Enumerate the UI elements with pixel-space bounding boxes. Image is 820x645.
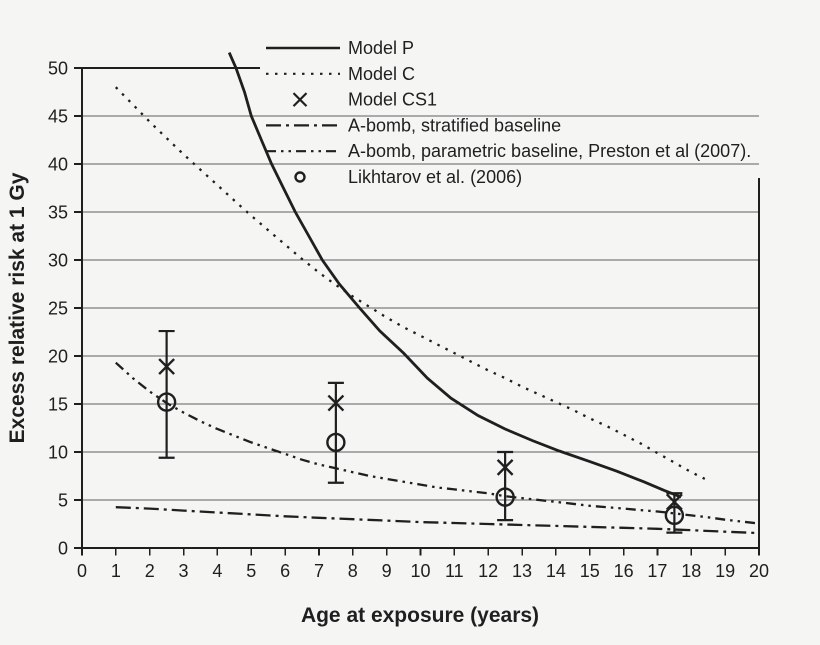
- y-tick-label: 25: [48, 299, 68, 319]
- x-tick-label: 9: [382, 561, 392, 581]
- legend-circle-sample: [294, 171, 306, 183]
- y-axis-title: Excess relative risk at 1 Gy: [6, 172, 29, 443]
- series-line-abomb_stratified: [115, 506, 760, 535]
- x-tick-label: 7: [314, 561, 324, 581]
- y-tick-label: 30: [48, 251, 68, 271]
- x-tick-label: 14: [546, 561, 566, 581]
- x-tick-label: 15: [580, 561, 600, 581]
- x-tick-label: 10: [410, 561, 430, 581]
- circle-marker: [495, 487, 515, 507]
- circle-marker: [664, 505, 685, 526]
- x-tick-label: 19: [715, 561, 735, 581]
- error-bar-x-12.5: [497, 450, 514, 522]
- series-line-model_p: [227, 52, 682, 499]
- x-tick-labels: 0 1 2 3 4 5 6 7 8 9 10 11 12 13 14 15 16 17 18 19 20: [77, 561, 769, 581]
- gridlines: [82, 115, 759, 501]
- series-line-abomb_parametric: [115, 361, 760, 525]
- legend-row-likhtarov: Likhtarov et al. (2006): [294, 167, 522, 187]
- legend-label-model_p: Model P: [348, 38, 414, 58]
- x-tick-label: 13: [512, 561, 532, 581]
- error-bars: [158, 329, 683, 534]
- x-tick-label: 12: [478, 561, 498, 581]
- x-tick-label: 2: [145, 561, 155, 581]
- axis-ticks: [74, 67, 760, 556]
- legend-row-model_cs1: Model CS1: [292, 90, 437, 110]
- y-tick-label: 5: [58, 491, 68, 511]
- y-tick-label: 10: [48, 443, 68, 463]
- series-markers-model_cs1: [158, 358, 683, 511]
- x-tick-label: 1: [111, 561, 121, 581]
- legend-label-likhtarov: Likhtarov et al. (2006): [348, 167, 522, 187]
- x-tick-label: 6: [280, 561, 290, 581]
- x-tick-label: 0: [77, 561, 87, 581]
- series-lines: [114, 52, 760, 535]
- x-tick-label: 5: [246, 561, 256, 581]
- series-line-model_c: [114, 86, 706, 480]
- y-tick-label: 0: [58, 539, 68, 559]
- y-tick-labels: 0 5 10 15 20 25 30 35 40 45 50: [48, 59, 68, 559]
- legend-row-abomb_stratified: A-bomb, stratified baseline: [266, 115, 561, 135]
- y-tick-label: 50: [48, 59, 68, 79]
- y-tick-label: 15: [48, 395, 68, 415]
- legend-row-model_c: Model C: [266, 64, 415, 84]
- y-tick-label: 40: [48, 155, 68, 175]
- legend-row-model_p: Model P: [266, 38, 414, 58]
- x-tick-label: 18: [681, 561, 701, 581]
- error-bar-x-17.5: [666, 492, 683, 534]
- series-markers: [156, 358, 685, 526]
- circle-marker: [156, 392, 177, 412]
- y-tick-label: 45: [48, 107, 68, 127]
- legend-label-model_cs1: Model CS1: [348, 90, 437, 110]
- x-tick-label: 11: [445, 561, 464, 581]
- legend-label-abomb_stratified: A-bomb, stratified baseline: [348, 115, 561, 135]
- x-tick-label: 17: [647, 561, 667, 581]
- x-tick-label: 3: [179, 561, 189, 581]
- x-tick-label: 16: [614, 561, 634, 581]
- x-tick-label: 20: [749, 561, 769, 581]
- y-tick-label: 35: [48, 203, 68, 223]
- legend: Model P Model C Model CS1 A-bomb, stratifie…: [266, 38, 751, 187]
- legend-label-abomb_parametric: A-bomb, parametric baseline, Preston et …: [348, 141, 751, 161]
- legend-label-model_c: Model C: [348, 64, 415, 84]
- circle-marker: [326, 432, 346, 453]
- series-markers-likhtarov: [156, 392, 685, 526]
- x-axis-title: Age at exposure (years): [301, 604, 539, 627]
- x-tick-label: 8: [348, 561, 358, 581]
- legend-row-abomb_parametric: A-bomb, parametric baseline, Preston et …: [266, 141, 751, 161]
- x-tick-label: 4: [212, 561, 222, 581]
- y-tick-label: 20: [48, 347, 68, 367]
